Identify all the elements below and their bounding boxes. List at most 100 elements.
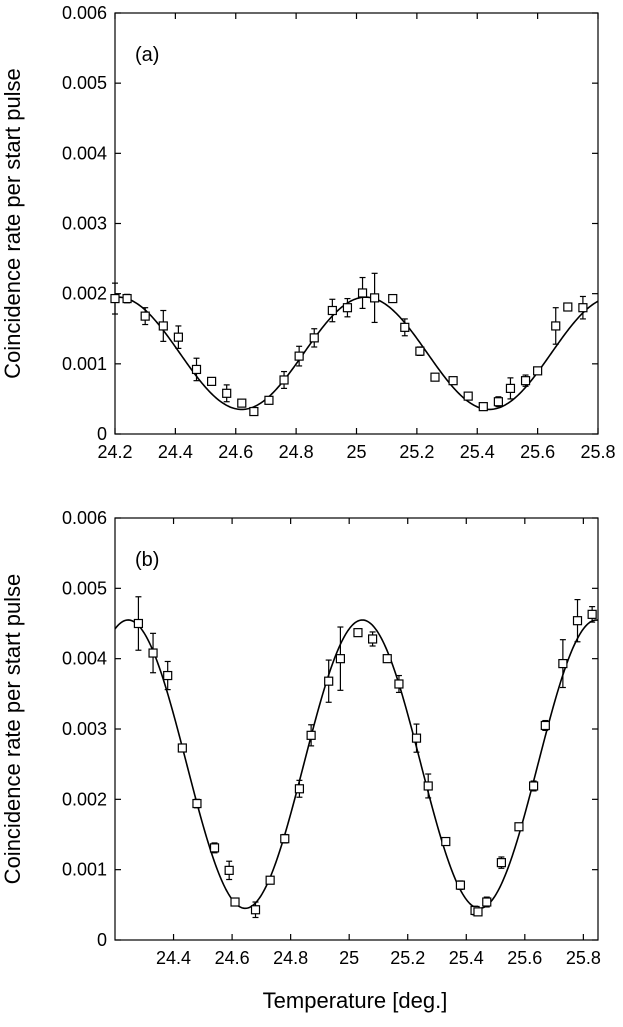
data-point	[551, 307, 561, 345]
point-marker	[192, 798, 202, 809]
point-marker	[423, 781, 433, 791]
point-marker	[230, 897, 240, 907]
data-point	[110, 282, 120, 315]
point-marker	[505, 383, 516, 393]
plot-frame	[114, 517, 599, 941]
y-tick-label: 0	[97, 424, 107, 444]
point-marker	[587, 609, 597, 619]
data-point	[122, 293, 132, 304]
point-marker	[342, 303, 353, 313]
data-point	[368, 631, 378, 647]
data-point	[388, 293, 398, 304]
point-marker	[122, 293, 132, 304]
data-point	[191, 357, 202, 382]
data-point	[448, 376, 458, 386]
data-point	[309, 328, 319, 348]
data-point	[249, 406, 259, 417]
y-tick-label: 0.002	[62, 789, 107, 809]
panel-a: 0 0.001 0.002 0.003 0.004 0.005 0.006 24.2 24.4 2…	[0, 3, 616, 462]
data-point	[400, 318, 410, 337]
point-marker	[309, 333, 319, 343]
data-point	[482, 896, 492, 908]
point-marker	[335, 654, 345, 664]
data-point	[496, 856, 506, 869]
x-tick-label: 24.6	[215, 948, 250, 968]
point-marker	[191, 364, 202, 375]
data-point	[441, 836, 451, 847]
point-marker	[324, 676, 334, 686]
x-axis-label: Temperature [deg.]	[263, 988, 448, 1013]
data-point	[382, 654, 392, 664]
data-point	[207, 376, 217, 386]
x-tick-label: 24.8	[273, 948, 308, 968]
point-marker	[415, 346, 425, 356]
point-marker	[473, 907, 483, 917]
x-tick-label: 24.2	[97, 442, 132, 462]
data-point	[563, 302, 573, 312]
point-marker	[563, 302, 573, 312]
point-marker	[237, 398, 247, 408]
x-tick-label: 24.4	[158, 442, 193, 462]
data-point	[250, 901, 261, 919]
point-marker	[327, 305, 337, 316]
point-marker	[455, 880, 466, 890]
fit-curve	[115, 619, 598, 910]
data-point	[463, 391, 473, 401]
data-point	[163, 660, 173, 691]
data-point	[357, 276, 368, 310]
data-point	[370, 272, 380, 324]
data-point	[473, 907, 483, 917]
x-tick-label: 24.4	[156, 948, 191, 968]
y-tick-label: 0	[97, 930, 107, 950]
point-marker	[430, 372, 440, 382]
point-marker	[533, 366, 543, 376]
point-marker	[222, 388, 232, 398]
panel-label: (a)	[135, 44, 159, 66]
point-marker	[173, 332, 183, 342]
y-tick-label: 0.004	[62, 649, 107, 669]
point-marker	[478, 402, 488, 412]
point-marker	[558, 658, 568, 669]
data-point	[173, 325, 183, 349]
point-marker	[514, 822, 524, 832]
y-tick-label: 0.001	[62, 860, 107, 880]
point-marker	[496, 858, 506, 868]
y-tick-label: 0.004	[62, 143, 107, 163]
point-marker	[279, 375, 289, 385]
point-marker	[163, 670, 173, 681]
data-point	[265, 875, 275, 885]
data-point	[578, 295, 588, 320]
data-point	[540, 719, 550, 732]
data-point	[533, 366, 543, 376]
point-marker	[388, 293, 398, 304]
y-tick-label: 0.006	[62, 3, 107, 23]
data-point	[430, 372, 440, 382]
point-marker	[140, 311, 150, 321]
point-marker	[250, 905, 261, 915]
data-point	[177, 743, 187, 753]
data-point	[415, 346, 425, 357]
point-marker	[572, 616, 583, 626]
x-tick-label: 25	[346, 442, 366, 462]
data-point	[411, 723, 422, 753]
point-marker	[411, 733, 422, 743]
point-marker	[370, 293, 380, 303]
data-point	[342, 297, 353, 318]
data-point	[324, 659, 334, 703]
y-tick-label: 0.005	[62, 73, 107, 93]
point-marker	[158, 321, 168, 331]
point-marker	[400, 322, 410, 332]
data-point	[224, 860, 234, 881]
x-tick-label: 25.6	[520, 442, 555, 462]
data-point	[306, 724, 316, 747]
point-marker	[133, 618, 144, 629]
data-point	[528, 780, 539, 792]
point-marker	[207, 376, 217, 386]
panel-label: (b)	[135, 549, 159, 571]
point-marker	[249, 406, 259, 417]
data-point	[455, 880, 466, 890]
x-tick-label: 25.8	[566, 948, 601, 968]
point-marker	[224, 865, 234, 875]
x-tick-label: 25.8	[580, 442, 615, 462]
